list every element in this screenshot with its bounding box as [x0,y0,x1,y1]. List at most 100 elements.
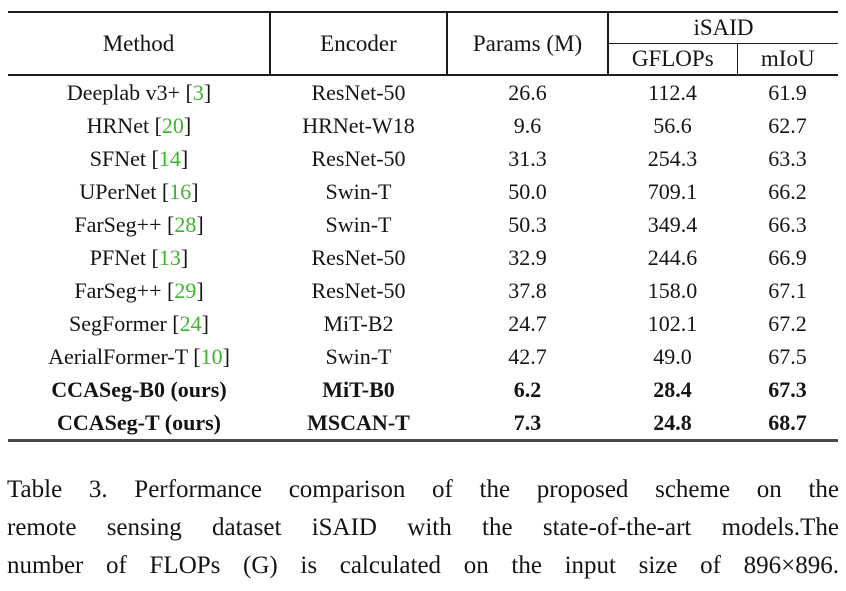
citation-number[interactable]: 24 [179,310,202,336]
gflops-cell: 24.8 [653,409,692,435]
gflops-cell: 158.0 [647,277,698,303]
params-cell: 9.6 [513,112,542,138]
table-row: CCASeg-B0 (ours) MiT-B0 6.2 28.4 67.3 [8,373,838,406]
citation-ref[interactable]: [13] [146,244,189,270]
citation-ref[interactable]: [3] [180,79,212,105]
params-cell: 50.0 [508,178,547,204]
encoder-cell: Swin-T [325,343,392,369]
citation-bracket-open: [ [166,310,180,336]
citation-ref[interactable]: [28] [161,211,204,237]
table-row: FarSeg++ [29] ResNet-50 37.8 158.0 67.1 [8,274,838,307]
table-row: PFNet [13] ResNet-50 32.9 244.6 66.9 [8,241,838,274]
citation-bracket-open: [ [149,112,162,138]
citation-bracket-open: [ [161,211,175,237]
table-caption: Table 3. Performance comparison of the p… [7,471,839,585]
miou-cell: 61.9 [768,79,807,105]
citation-bracket-close: ] [196,277,204,303]
table-row: UPerNet [16] Swin-T 50.0 709.1 66.2 [8,175,838,208]
column-header-miou: mIoU [737,43,838,76]
column-header-encoder: Encoder [270,12,448,76]
citation-bracket-open: [ [146,145,159,171]
params-cell: 6.2 [513,376,542,402]
table-row: AerialFormer-T [10] Swin-T 42.7 49.0 67.5 [8,340,838,373]
gflops-cell: 254.3 [647,145,698,171]
citation-number[interactable]: 28 [174,211,197,237]
method-name: UPerNet [79,178,157,204]
citation-number[interactable]: 16 [169,178,192,204]
encoder-cell: ResNet-50 [311,145,406,171]
miou-cell: 66.9 [768,244,807,270]
miou-cell: 66.3 [768,211,807,237]
citation-number[interactable]: 13 [158,244,181,270]
table-row: SegFormer [24] MiT-B2 24.7 102.1 67.2 [8,307,838,340]
citation-ref[interactable]: [14] [146,145,189,171]
miou-cell: 63.3 [768,145,807,171]
gflops-cell: 709.1 [647,178,698,204]
citation-bracket-close: ] [203,79,212,105]
results-table: Method Encoder Params (M) iSAID GFLOPs m… [8,11,838,442]
miou-cell: 66.2 [768,178,807,204]
method-name: FarSeg++ [74,211,162,237]
miou-cell: 67.5 [768,343,807,369]
miou-cell: 67.1 [768,277,807,303]
method-name: CCASeg-B0 (ours) [51,376,227,402]
citation-bracket-open: [ [180,79,193,105]
citation-number[interactable]: 3 [192,79,204,105]
table-row: HRNet [20] HRNet-W18 9.6 56.6 62.7 [8,109,838,142]
encoder-cell: Swin-T [325,178,392,204]
params-cell: 42.7 [508,343,547,369]
citation-ref[interactable]: [20] [149,112,192,138]
method-name: PFNet [89,244,147,270]
method-name: CCASeg-T (ours) [57,409,221,435]
table-body: Deeplab v3+ [3] ResNet-50 26.6 112.4 61.9 HRN… [8,75,838,441]
encoder-cell: MiT-B0 [322,376,395,402]
method-cell: PFNet [13] [8,241,270,274]
caption-line-2: remote sensing dataset iSAID with the st… [7,514,839,541]
params-cell: 31.3 [508,145,547,171]
method-name: Deeplab v3+ [66,79,181,105]
citation-number[interactable]: 20 [161,112,184,138]
column-header-params: Params (M) [447,12,609,76]
citation-ref[interactable]: [10] [188,344,230,369]
method-name: HRNet [86,112,150,138]
citation-bracket-close: ] [196,211,204,237]
citation-bracket-open: [ [156,178,170,204]
method-cell: SFNet [14] [8,142,270,175]
citation-number[interactable]: 10 [200,343,223,369]
encoder-cell: ResNet-50 [311,79,406,105]
citation-number[interactable]: 14 [158,145,181,171]
miou-cell: 67.3 [768,376,807,402]
gflops-cell: 244.6 [647,244,698,270]
column-header-method: Method [8,12,271,76]
encoder-cell: ResNet-50 [311,244,406,270]
results-table-wrap: Method Encoder Params (M) iSAID GFLOPs m… [8,11,838,442]
method-cell: FarSeg++ [29] [8,274,270,307]
table-header-row-sub: GFLOPs mIoU [8,43,838,76]
miou-cell: 67.2 [768,310,807,336]
citation-bracket-open: [ [146,244,159,270]
method-cell: Deeplab v3+ [3] [8,75,270,109]
citation-ref[interactable]: [29] [161,277,204,303]
method-cell: FarSeg++ [28] [8,208,270,241]
citation-ref[interactable]: [24] [167,311,209,336]
table-row: CCASeg-T (ours) MSCAN-T 7.3 24.8 68.7 [8,406,838,441]
method-name: SFNet [89,145,147,171]
caption-line-1: Table 3. Performance comparison of the p… [7,476,839,503]
table-row: FarSeg++ [28] Swin-T 50.3 349.4 66.3 [8,208,838,241]
method-name: SegFormer [69,310,167,336]
citation-number[interactable]: 29 [174,277,197,303]
method-name: AerialFormer-T [48,343,188,369]
citation-ref[interactable]: [16] [156,178,199,204]
table-row: Deeplab v3+ [3] ResNet-50 26.6 112.4 61.9 [8,75,838,109]
params-cell: 7.3 [513,409,542,435]
citation-bracket-open: [ [187,343,201,369]
gflops-cell: 349.4 [647,211,698,237]
column-header-gflops: GFLOPs [608,43,738,76]
params-cell: 32.9 [508,244,547,270]
encoder-cell: MiT-B2 [323,310,394,336]
caption-line-3: number of FLOPs (G) is calculated on the… [7,552,839,579]
gflops-cell: 49.0 [653,343,692,369]
method-cell: CCASeg-B0 (ours) [8,373,270,406]
citation-bracket-close: ] [180,145,189,171]
